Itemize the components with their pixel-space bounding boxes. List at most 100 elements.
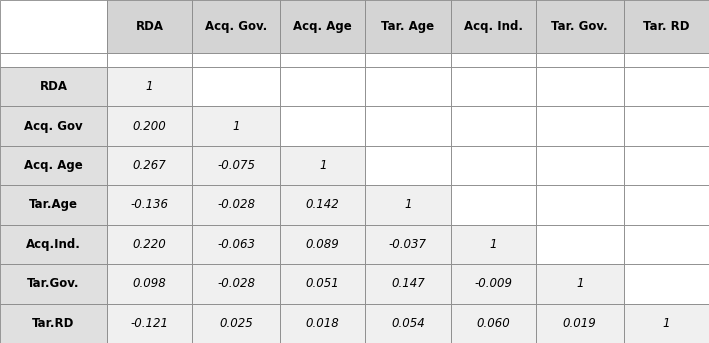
Text: -0.136: -0.136	[130, 199, 169, 211]
Text: 1: 1	[319, 159, 326, 172]
Text: 0.089: 0.089	[306, 238, 340, 251]
Text: RDA: RDA	[40, 80, 67, 93]
Text: 0.142: 0.142	[306, 199, 340, 211]
Bar	[536, 185, 624, 225]
Bar	[107, 264, 192, 304]
Text: -0.063: -0.063	[217, 238, 255, 251]
Bar	[536, 225, 624, 264]
Bar	[450, 146, 536, 185]
Bar	[624, 67, 709, 106]
Text: RDA: RDA	[135, 20, 164, 33]
Bar	[192, 225, 280, 264]
Bar	[624, 185, 709, 225]
Text: 1: 1	[233, 120, 240, 132]
Bar	[280, 225, 365, 264]
Bar	[0, 53, 107, 67]
Text: Tar.RD: Tar.RD	[32, 317, 74, 330]
Bar	[624, 53, 709, 67]
Bar	[365, 53, 450, 67]
Text: 0.147: 0.147	[391, 277, 425, 290]
Bar	[536, 53, 624, 67]
Bar	[107, 67, 192, 106]
Bar	[280, 264, 365, 304]
Bar	[365, 146, 450, 185]
Bar	[107, 185, 192, 225]
Bar	[365, 67, 450, 106]
Bar	[365, 304, 450, 343]
Bar	[192, 146, 280, 185]
Text: Acq. Ind.: Acq. Ind.	[464, 20, 523, 33]
Bar	[192, 185, 280, 225]
Text: 0.018: 0.018	[306, 317, 340, 330]
Text: 0.025: 0.025	[219, 317, 253, 330]
Text: -0.009: -0.009	[474, 277, 512, 290]
Bar	[280, 0, 365, 53]
Text: Acq. Age: Acq. Age	[24, 159, 83, 172]
Bar	[0, 185, 107, 225]
Bar	[536, 67, 624, 106]
Bar	[624, 0, 709, 53]
Bar	[192, 0, 280, 53]
Text: Acq.Ind.: Acq.Ind.	[26, 238, 81, 251]
Text: 0.267: 0.267	[133, 159, 167, 172]
Text: 0.098: 0.098	[133, 277, 167, 290]
Bar	[107, 304, 192, 343]
Text: -0.037: -0.037	[389, 238, 427, 251]
Text: 1: 1	[146, 80, 153, 93]
Bar	[624, 264, 709, 304]
Bar	[280, 106, 365, 146]
Bar	[0, 304, 107, 343]
Bar	[107, 106, 192, 146]
Bar	[280, 67, 365, 106]
Text: 0.054: 0.054	[391, 317, 425, 330]
Bar	[192, 106, 280, 146]
Bar	[0, 67, 107, 106]
Bar	[365, 185, 450, 225]
Bar	[536, 304, 624, 343]
Bar	[365, 106, 450, 146]
Bar	[450, 106, 536, 146]
Bar	[450, 264, 536, 304]
Bar	[536, 106, 624, 146]
Text: 0.220: 0.220	[133, 238, 167, 251]
Bar	[280, 185, 365, 225]
Text: 1: 1	[489, 238, 497, 251]
Bar	[450, 53, 536, 67]
Bar	[192, 264, 280, 304]
Bar	[107, 146, 192, 185]
Bar	[0, 225, 107, 264]
Bar	[365, 0, 450, 53]
Bar	[0, 264, 107, 304]
Bar	[624, 106, 709, 146]
Text: 1: 1	[576, 277, 584, 290]
Text: -0.075: -0.075	[217, 159, 255, 172]
Bar	[192, 304, 280, 343]
Bar	[450, 0, 536, 53]
Bar	[365, 264, 450, 304]
Text: -0.028: -0.028	[217, 277, 255, 290]
Bar	[192, 53, 280, 67]
Bar	[536, 0, 624, 53]
Bar	[365, 225, 450, 264]
Bar	[450, 225, 536, 264]
Bar	[536, 264, 624, 304]
Text: Acq. Gov: Acq. Gov	[24, 120, 83, 132]
Bar	[280, 146, 365, 185]
Bar	[624, 304, 709, 343]
Text: 0.060: 0.060	[476, 317, 510, 330]
Bar	[0, 106, 107, 146]
Bar	[107, 225, 192, 264]
Text: Acq. Age: Acq. Age	[294, 20, 352, 33]
Text: 1: 1	[663, 317, 670, 330]
Text: Tar. RD: Tar. RD	[643, 20, 690, 33]
Bar	[107, 53, 192, 67]
Bar	[450, 67, 536, 106]
Text: Tar.Gov.: Tar.Gov.	[27, 277, 79, 290]
Text: Tar.Age: Tar.Age	[29, 199, 78, 211]
Text: 0.200: 0.200	[133, 120, 167, 132]
Text: 0.051: 0.051	[306, 277, 340, 290]
Bar	[0, 0, 107, 53]
Text: 0.019: 0.019	[563, 317, 597, 330]
Bar	[0, 146, 107, 185]
Bar	[192, 67, 280, 106]
